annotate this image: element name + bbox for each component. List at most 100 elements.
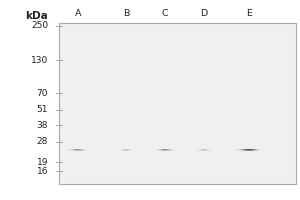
Bar (195, 150, 196, 151)
Bar (76, 150, 77, 151)
Bar (202, 149, 203, 150)
Bar (255, 150, 256, 151)
Bar (248, 149, 249, 150)
Bar (154, 149, 155, 150)
Bar (117, 150, 118, 151)
Text: 28: 28 (37, 137, 48, 146)
Bar (79, 150, 80, 151)
Bar (195, 149, 196, 150)
Bar (213, 150, 214, 151)
Bar (65, 150, 66, 151)
Bar (158, 149, 159, 150)
Bar (71, 149, 72, 150)
Bar (153, 150, 154, 151)
Bar (129, 150, 130, 151)
Bar (262, 149, 263, 150)
Bar (240, 150, 241, 151)
Bar (211, 150, 212, 151)
Bar (121, 149, 122, 150)
Bar (205, 150, 206, 151)
Bar (156, 150, 157, 151)
Bar (208, 149, 209, 150)
Text: 250: 250 (31, 21, 48, 30)
Bar (246, 149, 247, 150)
Text: 19: 19 (37, 158, 48, 167)
Bar (196, 150, 197, 151)
Bar (248, 150, 249, 151)
Bar (133, 150, 134, 151)
Bar (135, 150, 136, 151)
Bar (120, 149, 121, 150)
Bar (77, 150, 78, 151)
Bar (234, 149, 235, 150)
Bar (260, 149, 261, 150)
Text: 51: 51 (37, 105, 48, 114)
Bar (157, 150, 158, 151)
Bar (118, 150, 119, 151)
Bar (119, 150, 120, 151)
Bar (247, 150, 248, 151)
Bar (253, 150, 254, 151)
Bar (163, 149, 164, 150)
Bar (204, 150, 205, 151)
Bar (163, 150, 164, 151)
Bar (130, 150, 131, 151)
Bar (68, 150, 69, 151)
Bar (241, 150, 242, 151)
Bar (264, 149, 265, 150)
Bar (175, 149, 176, 150)
Bar (133, 149, 134, 150)
Bar (172, 149, 173, 150)
Text: 70: 70 (37, 89, 48, 98)
Bar (72, 149, 73, 150)
Bar (254, 150, 255, 151)
Bar (252, 149, 253, 150)
Bar (202, 150, 203, 151)
Bar (200, 149, 201, 150)
Bar (210, 149, 211, 150)
Bar (156, 149, 157, 150)
Bar (67, 150, 68, 151)
Bar (234, 150, 235, 151)
Bar (66, 149, 67, 150)
Text: C: C (162, 9, 168, 18)
Bar (66, 150, 67, 151)
Text: kDa: kDa (25, 11, 48, 21)
Bar (172, 150, 173, 151)
Bar (198, 149, 199, 150)
Bar (161, 149, 162, 150)
Bar (257, 150, 258, 151)
Bar (90, 149, 91, 150)
Bar (88, 150, 89, 151)
Bar (171, 150, 172, 151)
Bar (254, 149, 255, 150)
Bar (89, 150, 90, 151)
Bar (87, 150, 88, 151)
Bar (81, 150, 82, 151)
Bar (259, 149, 260, 150)
Bar (198, 150, 199, 151)
Bar (78, 150, 79, 151)
Text: 38: 38 (37, 121, 48, 130)
Bar (154, 150, 155, 151)
Bar (132, 149, 133, 150)
Bar (79, 149, 80, 150)
Bar (250, 150, 251, 151)
Bar (213, 149, 214, 150)
Bar (173, 149, 174, 150)
Bar (203, 150, 204, 151)
Bar (242, 150, 243, 151)
Bar (134, 150, 135, 151)
Bar (155, 150, 156, 151)
Bar (161, 150, 162, 151)
Bar (176, 149, 177, 150)
Text: 16: 16 (37, 167, 48, 176)
Bar (252, 150, 253, 151)
Bar (243, 150, 244, 151)
Text: 130: 130 (31, 56, 48, 65)
Bar (75, 150, 76, 151)
Bar (199, 150, 200, 151)
Bar (125, 150, 126, 151)
Text: A: A (75, 9, 81, 18)
Bar (166, 150, 167, 151)
